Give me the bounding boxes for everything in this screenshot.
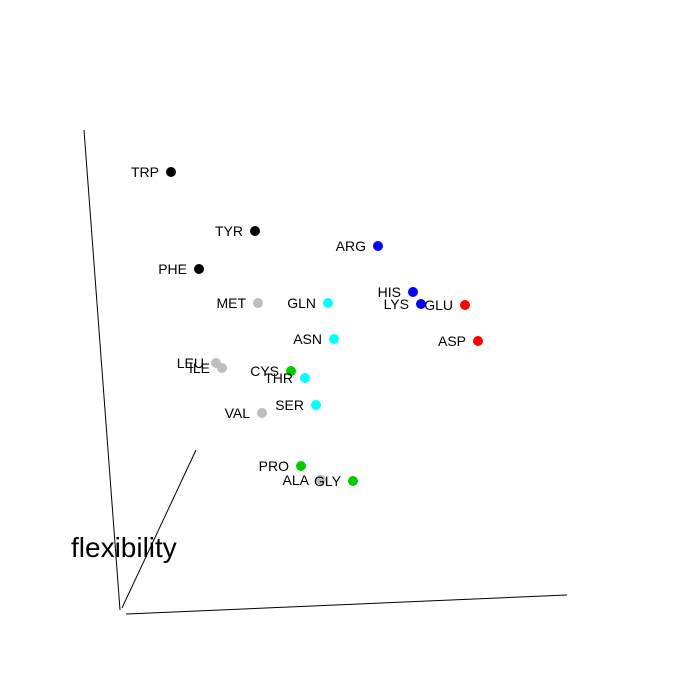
point-thr xyxy=(300,373,310,383)
point-label-leu: LEU xyxy=(177,355,204,371)
point-label-arg: ARG xyxy=(336,238,366,254)
point-ser xyxy=(311,400,321,410)
point-arg xyxy=(373,241,383,251)
point-label-ser: SER xyxy=(275,397,304,413)
point-label-ala: ALA xyxy=(283,472,310,488)
point-label-gly: GLY xyxy=(314,473,342,489)
point-cys xyxy=(286,366,296,376)
point-trp xyxy=(166,167,176,177)
point-phe xyxy=(194,264,204,274)
point-label-glu: GLU xyxy=(424,297,453,313)
point-label-thr: THR xyxy=(264,370,293,386)
point-label-lys: LYS xyxy=(384,296,409,312)
point-his xyxy=(408,287,418,297)
point-gln xyxy=(323,298,333,308)
point-pro xyxy=(296,461,306,471)
point-ala xyxy=(316,475,326,485)
point-label-val: VAL xyxy=(225,405,251,421)
x-axis-line xyxy=(125,594,568,615)
point-label-his: HIS xyxy=(378,284,401,300)
point-glu xyxy=(460,300,470,310)
point-label-cys: CYS xyxy=(250,363,279,379)
point-lys xyxy=(416,299,426,309)
axis-title-flexibility: flexibility xyxy=(71,532,177,563)
point-val xyxy=(257,408,267,418)
point-ile xyxy=(217,363,227,373)
point-label-tyr: TYR xyxy=(215,223,243,239)
point-asp xyxy=(473,336,483,346)
point-label-asp: ASP xyxy=(438,333,466,349)
point-label-met: MET xyxy=(216,295,246,311)
point-asn xyxy=(329,334,339,344)
axes-frame xyxy=(83,129,568,615)
point-label-ile: ILE xyxy=(189,360,210,376)
point-gly xyxy=(348,476,358,486)
point-label-pro: PRO xyxy=(259,458,289,474)
z-axis-line xyxy=(83,129,121,611)
point-label-gln: GLN xyxy=(287,295,316,311)
point-met xyxy=(253,298,263,308)
point-label-phe: PHE xyxy=(158,261,187,277)
point-tyr xyxy=(250,226,260,236)
point-label-asn: ASN xyxy=(293,331,322,347)
point-label-trp: TRP xyxy=(131,164,159,180)
y-axis-line xyxy=(121,449,197,609)
